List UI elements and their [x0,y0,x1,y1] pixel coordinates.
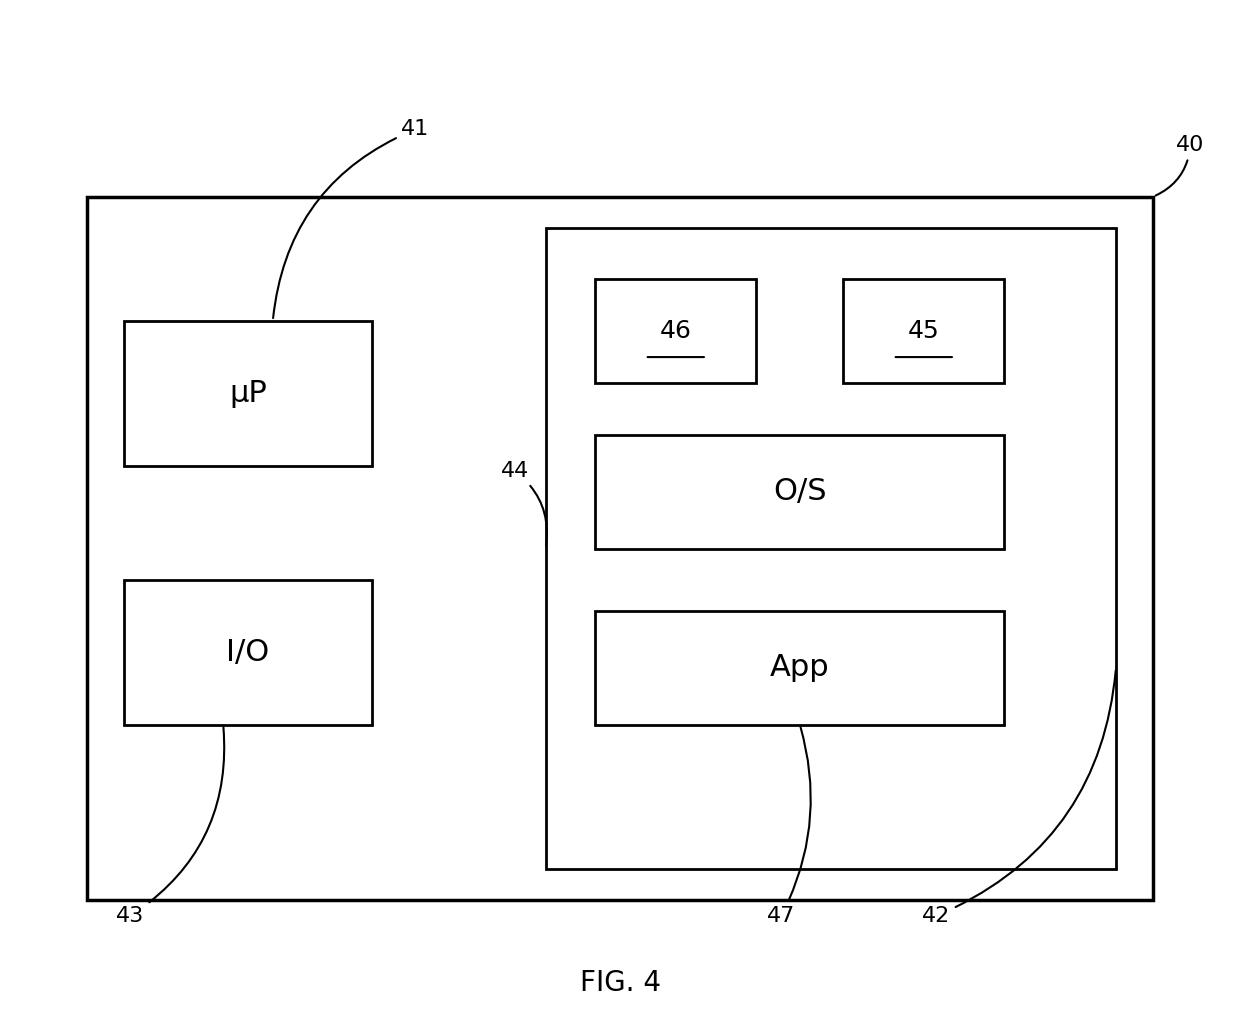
Text: I/O: I/O [227,638,269,667]
FancyBboxPatch shape [843,279,1004,383]
Text: 46: 46 [660,319,692,344]
Text: 44: 44 [501,461,547,545]
Text: 42: 42 [923,671,1116,926]
Text: 41: 41 [273,119,429,318]
FancyBboxPatch shape [546,228,1116,869]
Text: App: App [770,653,830,682]
FancyBboxPatch shape [124,321,372,466]
FancyBboxPatch shape [595,279,756,383]
Text: 47: 47 [768,728,811,926]
FancyBboxPatch shape [595,611,1004,724]
FancyBboxPatch shape [124,580,372,724]
Text: O/S: O/S [773,477,827,506]
Text: FIG. 4: FIG. 4 [579,969,661,998]
Text: 45: 45 [908,319,940,344]
FancyBboxPatch shape [595,435,1004,549]
Text: 40: 40 [1156,135,1204,196]
Text: 43: 43 [117,728,224,926]
FancyBboxPatch shape [87,197,1153,900]
Text: μP: μP [229,379,267,408]
